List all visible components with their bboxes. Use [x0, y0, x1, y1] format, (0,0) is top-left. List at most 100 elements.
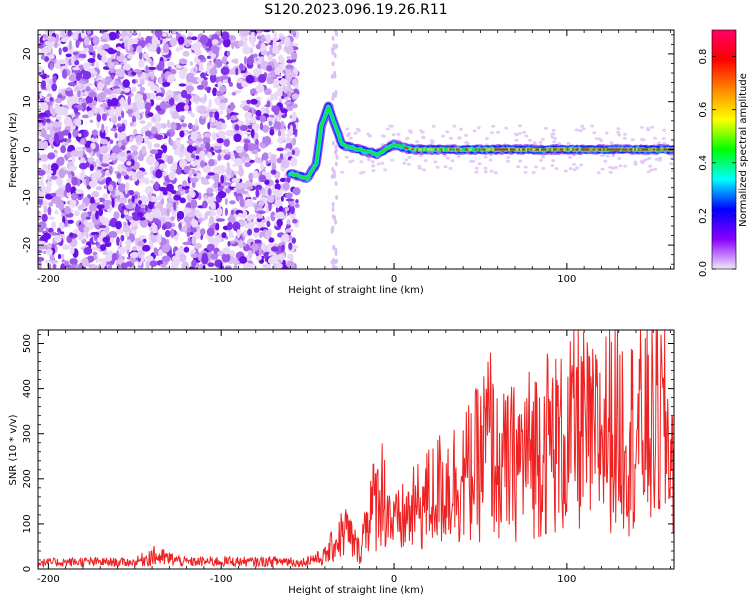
colorbar-tick-label: 0.2 [698, 208, 709, 224]
heatmap-cell [266, 100, 271, 108]
heatmap-cell [242, 242, 247, 247]
heatmap-cell [97, 81, 104, 92]
heatmap-cell [552, 140, 557, 144]
heatmap-cell [445, 130, 450, 134]
heatmap-cell [216, 130, 226, 137]
heatmap-cell [611, 154, 616, 158]
heatmap-cell [199, 150, 206, 159]
heatmap-cell [517, 132, 522, 135]
heatmap-cell [137, 211, 144, 218]
heatmap-cell [214, 111, 220, 121]
heatmap-cell [241, 80, 249, 88]
heatmap-cell [44, 169, 54, 175]
heatmap-cell [68, 74, 78, 82]
heatmap-cell [273, 121, 282, 130]
snr-y-label: SNR (10 * v/v) [8, 414, 19, 485]
heatmap-cell [123, 57, 128, 67]
heatmap-cell [531, 171, 536, 174]
heatmap-cell [543, 126, 548, 130]
heatmap-cell [276, 147, 284, 152]
heatmap-cell [48, 201, 54, 207]
heatmap-cell [74, 86, 81, 92]
heatmap-cell [67, 82, 76, 87]
heatmap-cell [200, 160, 205, 168]
heatmap-cell [164, 229, 171, 238]
heatmap-cell [340, 170, 345, 174]
heatmap-cell [435, 165, 440, 169]
heatmap-cell [292, 187, 301, 196]
heatmap-cell [233, 58, 239, 64]
heatmap-cell [115, 221, 122, 230]
heatmap-cell [132, 115, 136, 124]
heatmap-cell [331, 95, 335, 101]
heatmap-cell [147, 66, 157, 71]
heatmap-cell [116, 50, 121, 57]
heatmap-cell [224, 149, 230, 153]
heatmap-cell [335, 43, 338, 49]
heatmap-cell [572, 168, 577, 172]
heatmap-cell [120, 214, 125, 219]
heatmap-cell [168, 77, 172, 82]
heatmap-cell [145, 260, 150, 269]
heatmap-cell [54, 234, 62, 243]
heatmap-cell [224, 266, 231, 269]
heatmap-cell [554, 167, 559, 171]
heatmap-cell [60, 37, 68, 43]
heatmap-cell [162, 81, 171, 87]
heatmap-cell [215, 236, 222, 244]
heatmap-cell [206, 151, 213, 159]
heatmap-cell [104, 265, 108, 269]
heatmap-cell [130, 159, 135, 167]
x-tick-label: 100 [557, 574, 576, 585]
heatmap-cell [174, 91, 180, 95]
x-tick-label: 100 [557, 274, 576, 285]
heatmap-cell [68, 132, 72, 140]
heatmap-cell [51, 260, 59, 264]
heatmap-cell [622, 136, 627, 140]
heatmap-cell [174, 93, 179, 102]
heatmap-cell [136, 45, 143, 54]
heatmap-cell [130, 144, 139, 152]
heatmap-cell [276, 218, 283, 227]
heatmap-cell [144, 204, 149, 212]
heatmap-cell [138, 252, 142, 259]
heatmap-cell [243, 105, 251, 112]
heatmap-cell [431, 124, 436, 128]
heatmap-cell [122, 79, 130, 88]
heatmap-cell [175, 46, 180, 53]
spectrogram-x-ticks: -200 -100 0 100 [37, 30, 671, 285]
heatmap-cell [188, 266, 195, 269]
heatmap-cell [630, 138, 635, 142]
heatmap-cell [121, 30, 128, 37]
heatmap-cell [191, 163, 197, 167]
heatmap-cell [40, 80, 47, 89]
heatmap-cell [277, 253, 286, 261]
heatmap-cell [210, 238, 215, 244]
heatmap-cell [225, 129, 235, 137]
heatmap-cell [189, 177, 199, 183]
heatmap-cell [117, 133, 126, 140]
heatmap-cell [237, 196, 243, 200]
heatmap-cell [83, 247, 93, 255]
heatmap-cell [191, 219, 199, 228]
heatmap-cell [273, 107, 280, 116]
heatmap-cell [138, 31, 142, 40]
heatmap-cell [135, 134, 144, 144]
heatmap-cell [493, 171, 498, 175]
heatmap-cell [45, 244, 54, 248]
heatmap-cell [195, 118, 199, 127]
heatmap-cell [189, 61, 193, 66]
heatmap-cell [596, 171, 601, 175]
heatmap-cell [141, 145, 147, 155]
heatmap-cell [568, 156, 572, 159]
y-tick-label: 400 [22, 379, 33, 398]
heatmap-cell [187, 237, 191, 244]
heatmap-cell [246, 192, 250, 198]
heatmap-cell [93, 108, 99, 114]
heatmap-cell [86, 82, 94, 87]
heatmap-cell [449, 136, 454, 140]
heatmap-cell [489, 169, 494, 173]
heatmap-cell [63, 116, 72, 127]
heatmap-cell [90, 231, 100, 236]
heatmap-cell [108, 31, 117, 41]
